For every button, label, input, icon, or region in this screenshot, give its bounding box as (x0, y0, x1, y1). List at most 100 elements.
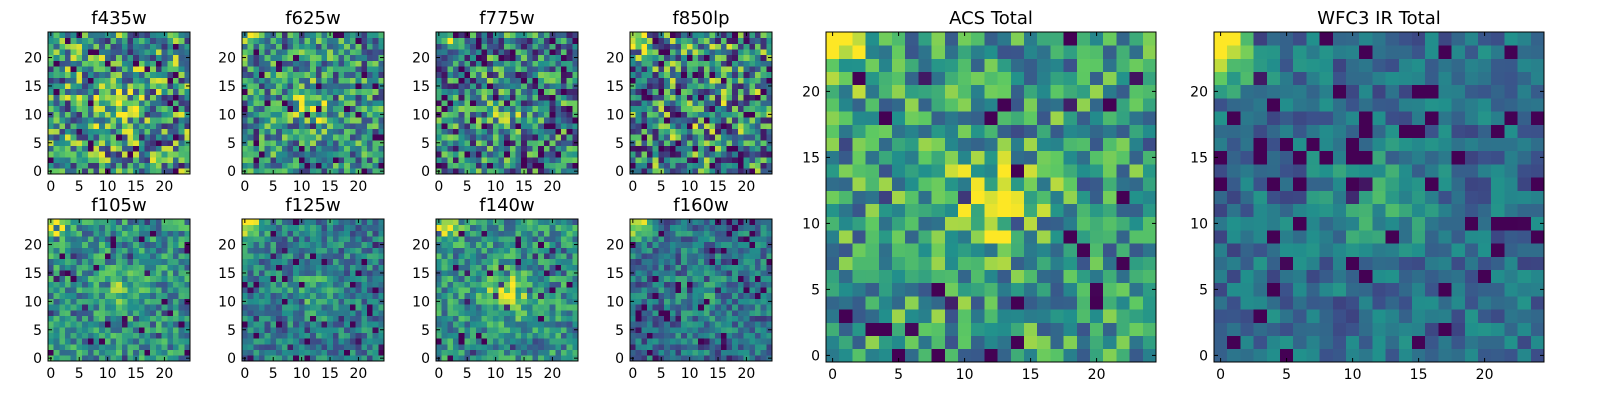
heatmap-cell (543, 224, 550, 231)
heatmap-cell (652, 105, 659, 112)
heatmap-cell (515, 343, 522, 351)
heatmap-cell (361, 168, 368, 175)
heatmap-cell (515, 292, 522, 299)
heatmap-cell (281, 168, 288, 175)
heatmap-cell (549, 162, 556, 169)
heatmap-cell (184, 321, 191, 328)
heatmap-cell (481, 122, 488, 129)
heatmap-cell (521, 287, 528, 294)
heatmap-cell (104, 145, 111, 152)
heatmap-cell (155, 349, 162, 356)
heatmap-cell (93, 355, 100, 362)
heatmap-cell (349, 304, 356, 311)
y-tick-label: 0 (227, 351, 236, 367)
heatmap-cell (127, 139, 134, 146)
heatmap-cell (470, 321, 477, 328)
heatmap-cell (754, 60, 762, 67)
heatmap-cell (749, 355, 756, 362)
heatmap-cell (487, 275, 494, 282)
heatmap-cell (321, 241, 328, 248)
heatmap-cell (692, 43, 699, 50)
heatmap-cell (492, 88, 499, 95)
heatmap-cell (754, 54, 762, 61)
heatmap-cell (65, 270, 72, 277)
heatmap-cell (726, 122, 733, 129)
heatmap-cell (110, 60, 117, 67)
heatmap-cell (293, 236, 300, 243)
heatmap-cell (709, 332, 716, 339)
heatmap-cell (133, 145, 140, 152)
heatmap-cell (361, 162, 368, 169)
heatmap-cell (70, 60, 77, 67)
heatmap-cell (372, 145, 379, 152)
heatmap-cell (441, 270, 448, 277)
heatmap-cell (630, 315, 637, 322)
heatmap-cell (715, 122, 722, 129)
heatmap-cell (441, 43, 448, 50)
heatmap-cell (737, 162, 744, 169)
heatmap-cell (155, 117, 162, 124)
heatmap-cell (464, 281, 471, 288)
heatmap-cell (572, 321, 579, 328)
heatmap-cell (259, 117, 266, 124)
heatmap-cell (635, 162, 642, 169)
heatmap-cell (464, 241, 471, 248)
heatmap-cell (737, 71, 744, 78)
heatmap-cell (155, 54, 162, 61)
heatmap-cell (93, 88, 100, 95)
heatmap-cell (150, 292, 157, 299)
heatmap-cell (453, 54, 460, 61)
heatmap-cell (304, 332, 311, 339)
heatmap-cell (116, 37, 123, 44)
heatmap-cell (635, 298, 642, 305)
heatmap-cell (475, 122, 482, 129)
heatmap-cell (464, 309, 471, 316)
heatmap-cell (720, 83, 727, 90)
heatmap-cell (464, 332, 471, 339)
heatmap-cell (82, 37, 89, 44)
heatmap-cell (172, 83, 180, 90)
heatmap-cell (481, 270, 488, 277)
heatmap-cell (321, 162, 328, 169)
heatmap-cell (48, 77, 55, 84)
heatmap-cell (253, 111, 260, 118)
heatmap-cell (515, 122, 522, 129)
heatmap-cell (515, 230, 522, 237)
heatmap-cell (481, 326, 488, 333)
heatmap-cell (720, 162, 727, 169)
heatmap-cell (104, 309, 111, 316)
heatmap-cell (720, 145, 727, 152)
heatmap-cell (481, 253, 488, 260)
heatmap-cell (48, 94, 55, 101)
heatmap-cell (121, 43, 128, 50)
heatmap-cell (110, 298, 117, 305)
heatmap-cell (555, 309, 562, 316)
heatmap-cell (184, 145, 191, 152)
heatmap-cell (681, 298, 688, 305)
heatmap-cell (321, 60, 328, 67)
heatmap-cell (184, 309, 191, 316)
heatmap-cell (59, 298, 66, 305)
heatmap-cell (82, 134, 89, 141)
heatmap-cell (99, 287, 106, 294)
heatmap-cell (526, 145, 533, 152)
heatmap-cell (366, 304, 374, 311)
heatmap-cell (281, 264, 288, 271)
heatmap-cell (259, 224, 266, 231)
heatmap-cell (543, 343, 550, 351)
heatmap-cell (504, 355, 511, 362)
heatmap-cell (675, 128, 682, 135)
heatmap-cell (178, 247, 185, 254)
heatmap-cell (293, 88, 300, 95)
heatmap-cell (487, 117, 494, 124)
heatmap-cell (110, 139, 117, 146)
heatmap-cell (703, 281, 710, 288)
heatmap-cell (116, 54, 123, 61)
heatmap-cell (555, 105, 562, 112)
heatmap-cell (242, 49, 249, 56)
heatmap-cell (641, 270, 648, 277)
heatmap-cell (349, 156, 356, 164)
heatmap-cell (692, 111, 699, 118)
heatmap-cell (641, 298, 648, 305)
heatmap-cell (276, 105, 283, 112)
